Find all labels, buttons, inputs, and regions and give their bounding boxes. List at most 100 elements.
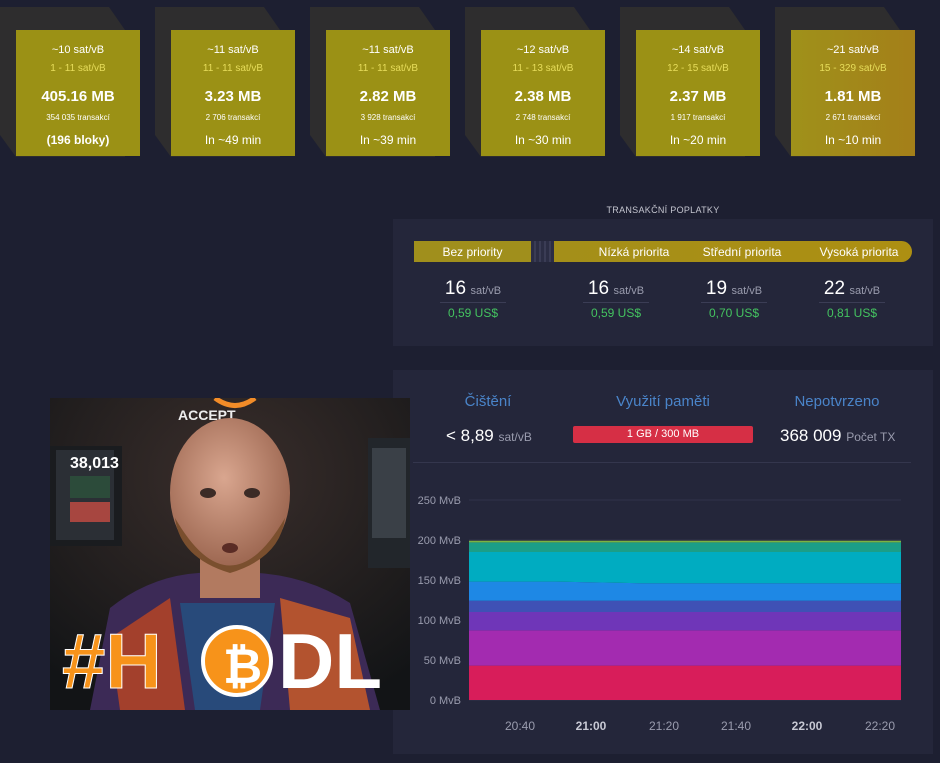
mempool-block[interactable]: ~11 sat/vB 11 - 11 sat/vB 3.23 MB 2 706 tra… <box>155 7 295 157</box>
mempool-block[interactable]: ~21 sat/vB 15 - 329 sat/vB 1.81 MB 2 671 tr… <box>775 7 915 157</box>
block-tx-count: 354 035 transakcí <box>46 113 110 122</box>
area-series <box>469 542 901 552</box>
unconfirmed-number: 368 009 <box>780 426 842 445</box>
block-tx-count: 2 748 transakcí <box>515 113 571 122</box>
block-eta: In ~10 min <box>824 133 882 147</box>
y-tick-label: 150 MvB <box>418 575 461 587</box>
video-thumbnail: 38,013 ACCEPT #H ₿ DL <box>50 398 410 710</box>
block-size: 1.81 MB <box>824 88 882 105</box>
x-tick-label: 22:00 <box>792 719 823 733</box>
hodl-left: #H <box>62 617 162 705</box>
block-face: ~11 sat/vB 11 - 11 sat/vB 2.82 MB 3 928 tra… <box>326 30 450 156</box>
block-fee-range: 15 - 329 sat/vB <box>819 63 887 74</box>
block-median-fee: ~11 sat/vB <box>207 44 259 56</box>
block-eta: (196 bloky) <box>46 133 110 147</box>
block-eta: In ~49 min <box>204 133 262 147</box>
mempool-block[interactable]: ~10 sat/vB 1 - 11 sat/vB 405.16 MB 354 035 … <box>0 7 140 157</box>
block-fee-range: 1 - 11 sat/vB <box>50 63 106 74</box>
priority-bar-gap <box>531 241 554 262</box>
area-series <box>469 552 901 584</box>
area-series <box>469 581 901 601</box>
fee-divider <box>701 302 767 303</box>
fee-unit: sat/vB <box>613 285 645 297</box>
block-tx-count: 2 706 transakcí <box>205 113 261 122</box>
fee-unit: sat/vB <box>470 285 502 297</box>
fee-value: 16 <box>444 278 467 299</box>
block-fee-range: 11 - 11 sat/vB <box>357 63 419 74</box>
fee-medium: 19 sat/vB 0,70 US$ <box>689 278 779 320</box>
x-tick-label: 20:40 <box>505 719 535 733</box>
bitcoin-icon <box>201 625 273 697</box>
block-face: ~21 sat/vB 15 - 329 sat/vB 1.81 MB 2 671 tr… <box>791 30 915 156</box>
block-face: ~11 sat/vB 11 - 11 sat/vB 3.23 MB 2 706 tra… <box>171 30 295 156</box>
fees-card: Bez priority Nízká priorita Střední prio… <box>393 219 933 346</box>
priority-bar-low <box>414 241 531 262</box>
hodl-right: DL <box>278 617 382 705</box>
area-series <box>469 665 901 700</box>
block-fee-range: 11 - 13 sat/vB <box>512 63 574 74</box>
block-face: ~12 sat/vB 11 - 13 sat/vB 2.38 MB 2 748 tra… <box>481 30 605 156</box>
x-tick-label: 21:00 <box>576 719 607 733</box>
y-tick-label: 0 MvB <box>430 695 461 707</box>
block-median-fee: ~10 sat/vB <box>51 44 105 56</box>
block-tx-count: 2 671 transakcí <box>825 113 881 122</box>
block-size: 2.37 MB <box>669 88 727 105</box>
block-eta: In ~20 min <box>669 133 727 147</box>
purge-title: Čištění <box>464 393 512 410</box>
priority-label-medium: Střední priorita <box>702 245 782 259</box>
fee-divider <box>583 302 649 303</box>
mempool-block[interactable]: ~12 sat/vB 11 - 13 sat/vB 2.38 MB 2 748 tra… <box>465 7 605 157</box>
memory-title: Využití paměti <box>616 393 710 410</box>
fee-low: 16 sat/vB 0,59 US$ <box>571 278 661 320</box>
fee-divider <box>819 302 885 303</box>
fee-none: 16 sat/vB 0,59 US$ <box>428 278 518 320</box>
mempool-chart: 0 MvB 50 MvB 100 MvB 150 MvB 200 MvB 250 MvB 2… <box>418 495 901 733</box>
fee-usd: 0,59 US$ <box>590 306 642 320</box>
fee-value: 22 <box>823 278 846 299</box>
fee-unit: sat/vB <box>849 285 881 297</box>
priority-label-low: Nízká priorita <box>598 245 670 259</box>
x-tick-label: 21:40 <box>721 719 751 733</box>
block-eta: In ~30 min <box>514 133 572 147</box>
fee-divider <box>440 302 506 303</box>
monitor-value: 38,013 <box>70 455 119 472</box>
area-series <box>469 612 901 631</box>
y-tick-label: 50 MvB <box>424 655 461 667</box>
block-tx-count: 3 928 transakcí <box>360 113 416 122</box>
unconfirmed-title: Nepotvrzeno <box>794 393 880 410</box>
block-size: 2.38 MB <box>514 88 572 105</box>
mempool-block[interactable]: ~14 sat/vB 12 - 15 sat/vB 2.37 MB 1 917 tra… <box>620 7 760 157</box>
fee-usd: 0,81 US$ <box>826 306 878 320</box>
block-size: 2.82 MB <box>359 88 417 105</box>
fee-value: 16 <box>587 278 610 299</box>
priority-label-high: Vysoká priorita <box>819 245 899 259</box>
fees-title: TRANSAKČNÍ POPLATKY <box>606 205 720 215</box>
memory-usage-bar: 1 GB / 300 MB <box>573 426 753 443</box>
block-median-fee: ~11 sat/vB <box>362 44 414 56</box>
fee-usd: 0,70 US$ <box>708 306 760 320</box>
fee-usd: 0,59 US$ <box>447 306 499 320</box>
y-tick-label: 250 MvB <box>418 495 461 507</box>
svg-text:₿: ₿ <box>223 641 262 694</box>
purge-value: < 8,89 sat/vB <box>446 426 532 446</box>
area-series <box>469 600 901 612</box>
y-tick-label: 100 MvB <box>418 615 461 627</box>
fee-unit: sat/vB <box>731 285 763 297</box>
purge-unit: sat/vB <box>498 430 532 444</box>
area-series <box>469 540 901 543</box>
block-median-fee: ~12 sat/vB <box>516 44 570 56</box>
fee-high: 22 sat/vB 0,81 US$ <box>807 278 897 320</box>
unconfirmed-value: 368 009 Počet TX <box>780 426 895 446</box>
block-eta: In ~39 min <box>359 133 417 147</box>
block-median-fee: ~14 sat/vB <box>671 44 725 56</box>
block-size: 3.23 MB <box>204 88 262 105</box>
block-face: ~14 sat/vB 12 - 15 sat/vB 2.37 MB 1 917 tra… <box>636 30 760 156</box>
area-series <box>469 630 901 666</box>
block-face: ~10 sat/vB 1 - 11 sat/vB 405.16 MB 354 035 … <box>16 30 140 156</box>
thumbnail-image: 38,013 ACCEPT #H ₿ DL <box>50 398 410 710</box>
mempool-card: Čištění < 8,89 sat/vB Využití paměti 1 G… <box>393 370 933 754</box>
mempool-block[interactable]: ~11 sat/vB 11 - 11 sat/vB 2.82 MB 3 928 tra… <box>310 7 450 157</box>
block-tx-count: 1 917 transakcí <box>670 113 726 122</box>
block-fee-range: 11 - 11 sat/vB <box>202 63 264 74</box>
y-tick-label: 200 MvB <box>418 535 461 547</box>
